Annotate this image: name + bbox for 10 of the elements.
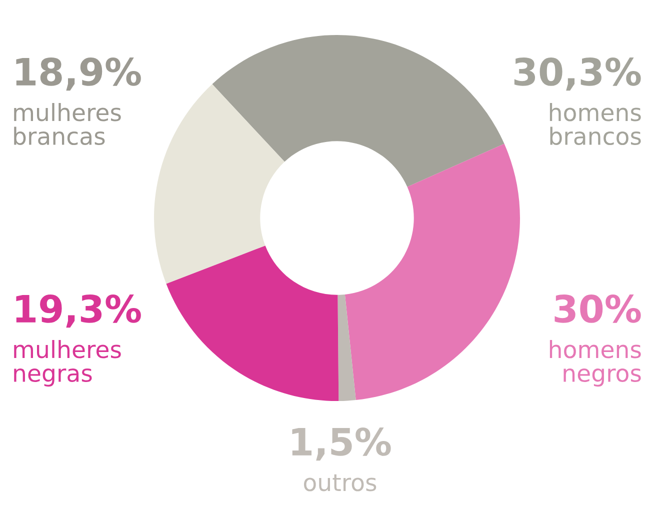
slice-label: homens brancos [550, 103, 641, 146]
slice-label: mulheres negras [14, 340, 121, 387]
slice-label: homens negros [550, 340, 641, 387]
data-label: 30,3% [514, 58, 641, 91]
data-label: 18,9% [16, 58, 141, 91]
slice-label: outros [304, 474, 376, 492]
slice-label: mulheres brancas [14, 103, 121, 146]
data-label: 30% [554, 294, 641, 323]
data-label: 19,3% [16, 294, 141, 328]
data-label: 1,5% [292, 428, 391, 461]
